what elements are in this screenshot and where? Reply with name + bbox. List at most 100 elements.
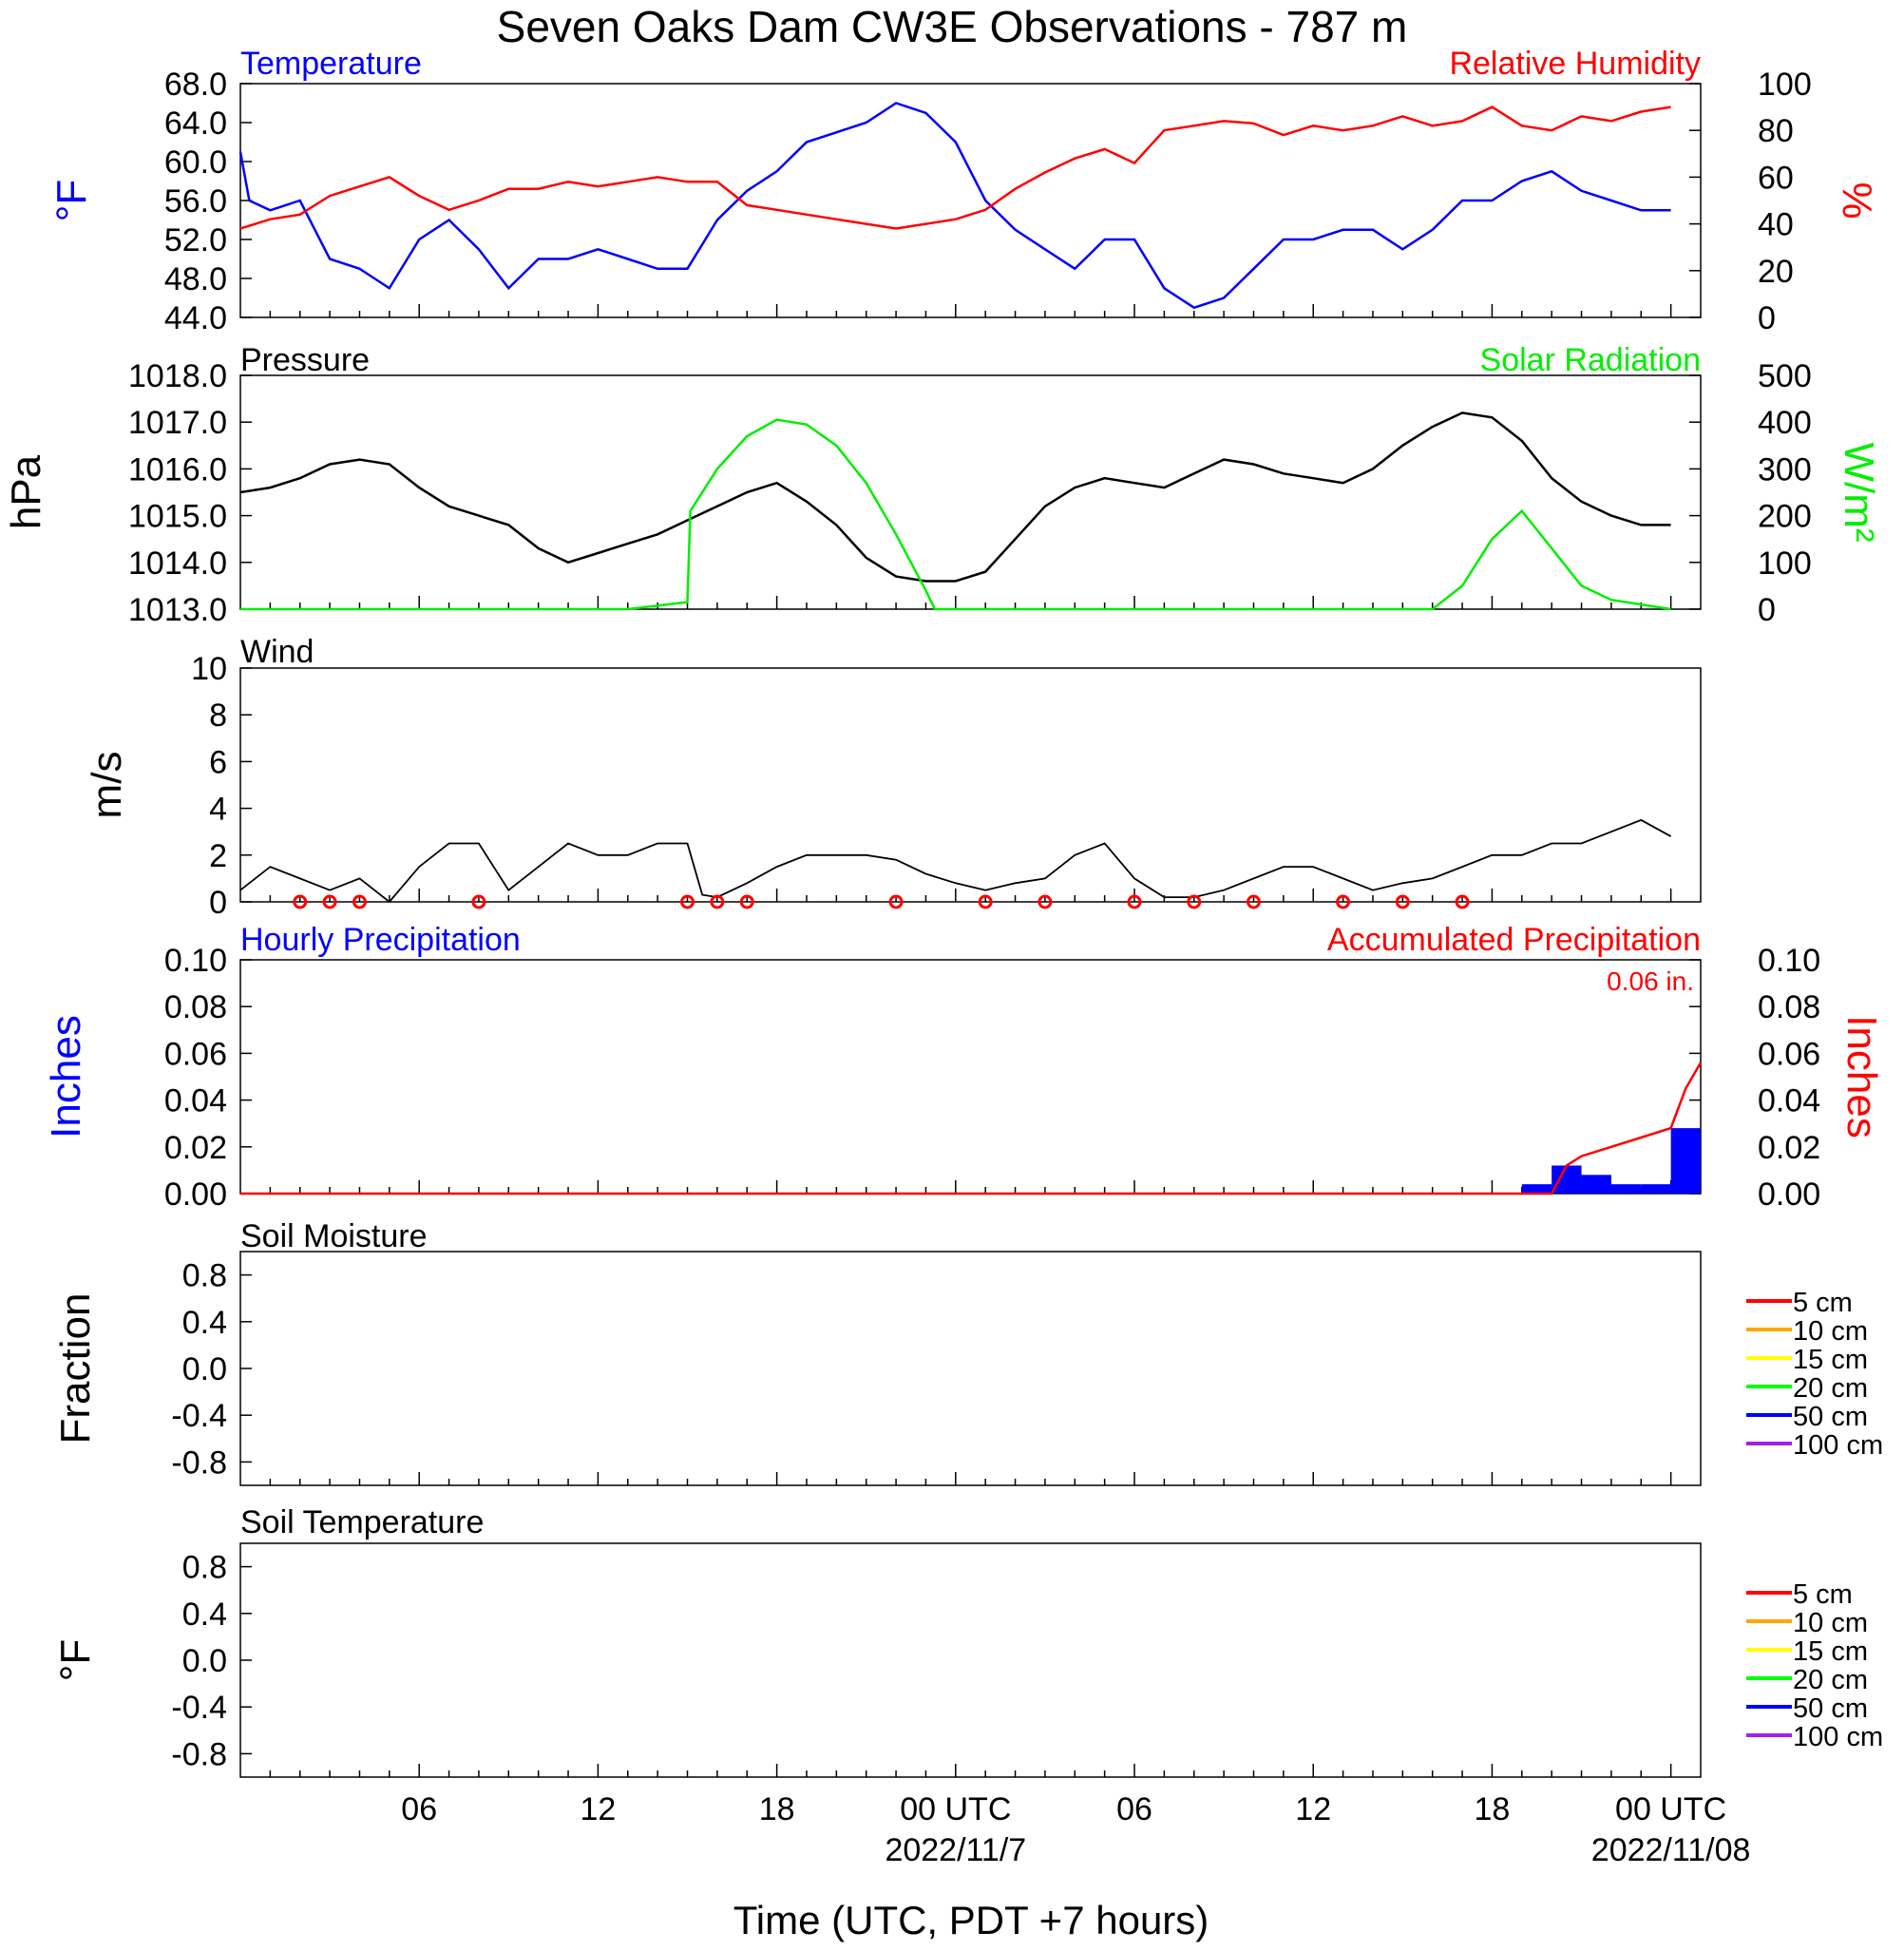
precip-bar: [1670, 1128, 1701, 1194]
y-tick-label: 0.0: [182, 1643, 227, 1679]
temperature-line: [238, 102, 1671, 310]
precip-bar: [1552, 1165, 1582, 1194]
pressure-title: Pressure: [240, 342, 370, 378]
y-tick-label: 1017.0: [128, 405, 227, 441]
x-tick-label: 00 UTC: [900, 1791, 1011, 1827]
y-tick-label: 80: [1758, 113, 1794, 149]
y-tick-label: 0.04: [1758, 1083, 1820, 1119]
y-tick-label: 0: [1758, 592, 1776, 628]
y-tick-label: 10: [191, 651, 227, 687]
y-tick-label: 0.4: [182, 1597, 227, 1633]
y-tick-label: 1018.0: [128, 358, 227, 394]
precip-bar: [1521, 1184, 1552, 1194]
y-tick-label: 0.08: [1758, 989, 1820, 1025]
calm-circle: [1127, 894, 1142, 909]
x-tick-label: 00 UTC: [1615, 1791, 1726, 1827]
precip-left-ylabel: Inches: [43, 1015, 89, 1138]
legend-label: 100 cm: [1793, 1722, 1883, 1752]
wind-panel: [239, 667, 1702, 903]
x-tick-label: 18: [759, 1791, 795, 1827]
pressure-line: [239, 411, 1671, 583]
wind-title: Wind: [240, 634, 314, 670]
y-tick-label: 60.0: [164, 144, 227, 181]
solar-line: [240, 418, 1671, 611]
y-tick-label: 0.00: [1758, 1176, 1820, 1213]
y-tick-label: 0.02: [1758, 1130, 1820, 1166]
y-tick-label: 200: [1758, 499, 1812, 535]
y-tick-label: 1014.0: [128, 545, 227, 582]
y-tick-label: -0.4: [171, 1398, 227, 1434]
legend-label: 20 cm: [1793, 1373, 1868, 1404]
legend-label: 10 cm: [1793, 1608, 1868, 1638]
y-tick-label: 2: [209, 838, 227, 874]
temperature-title: Temperature: [240, 46, 422, 82]
humidity-line: [239, 105, 1671, 230]
calm-circle: [1187, 894, 1202, 909]
pressure-solar-panel: [239, 374, 1702, 610]
y-tick-label: 0.02: [164, 1130, 227, 1166]
soil-temperature-panel: [239, 1542, 1702, 1778]
x-axis-label: Time (UTC, PDT +7 hours): [733, 1898, 1209, 1942]
data-series: [238, 102, 1703, 1195]
y-tick-label: 4: [209, 792, 227, 828]
y-tick-label: 56.0: [164, 183, 227, 220]
y-tick-label: 1013.0: [128, 592, 227, 628]
y-tick-label: 0.0: [182, 1351, 227, 1387]
y-tick-label: -0.8: [171, 1736, 227, 1772]
hourly-precip-title: Hourly Precipitation: [240, 922, 521, 958]
y-tick-label: 0.8: [182, 1258, 227, 1294]
y-tick-label: 52.0: [164, 222, 227, 258]
y-tick-label: 100: [1758, 67, 1812, 103]
y-tick-label: 0.08: [164, 989, 227, 1025]
legend-label: 5 cm: [1793, 1288, 1853, 1318]
soil-temperature-title: Soil Temperature: [240, 1504, 484, 1540]
soil-temperature-ylabel: °F: [52, 1639, 99, 1681]
y-tick-label: 0: [1758, 300, 1776, 336]
soil-moisture-ylabel: Fraction: [52, 1293, 99, 1444]
legend-label: 5 cm: [1793, 1579, 1853, 1610]
legend-label: 10 cm: [1793, 1316, 1868, 1347]
y-tick-label: 44.0: [164, 300, 227, 336]
y-tick-label: 0.06: [164, 1036, 227, 1072]
x-tick-label: 12: [1295, 1791, 1331, 1827]
axis-ticks: 44.048.052.056.060.064.068.0020406080100…: [128, 67, 1820, 1868]
calm-circle: [710, 894, 725, 909]
x-tick-label: 18: [1475, 1791, 1511, 1827]
precip-right-ylabel: Inches: [1838, 1015, 1885, 1138]
precip-bar: [1641, 1184, 1671, 1194]
calm-circle: [352, 894, 367, 909]
legend-label: 20 cm: [1793, 1665, 1868, 1695]
legend-label: 50 cm: [1793, 1402, 1868, 1432]
y-tick-label: 8: [209, 698, 227, 734]
calm-circle: [739, 894, 754, 909]
calm-circle: [293, 894, 308, 909]
accum-precip-title: Accumulated Precipitation: [1327, 922, 1701, 958]
soil-moisture-panel: [239, 1251, 1702, 1486]
y-tick-label: 300: [1758, 451, 1812, 488]
legend-label: 50 cm: [1793, 1693, 1868, 1724]
pressure-ylabel: hPa: [3, 454, 49, 529]
x-date-label: 2022/11/7: [885, 1832, 1026, 1868]
y-tick-label: 0.10: [164, 943, 227, 979]
x-tick-label: 06: [1116, 1791, 1152, 1827]
y-tick-label: 100: [1758, 545, 1812, 582]
x-tick-label: 12: [580, 1791, 616, 1827]
y-tick-label: 0.10: [1758, 943, 1820, 979]
solar-ylabel: W/m²: [1836, 442, 1882, 542]
y-tick-label: 68.0: [164, 67, 227, 103]
y-tick-label: 0.00: [164, 1176, 227, 1213]
accum-precip-line: [1521, 1062, 1703, 1195]
legend-label: 15 cm: [1793, 1636, 1868, 1667]
y-tick-label: 60: [1758, 160, 1794, 196]
calm-circle: [1395, 894, 1410, 909]
y-tick-label: 400: [1758, 405, 1812, 441]
y-tick-label: 0.04: [164, 1083, 227, 1119]
calm-circle: [680, 894, 695, 909]
y-tick-label: 1015.0: [128, 499, 227, 535]
calm-circle: [1038, 894, 1053, 909]
precip-bar: [1581, 1175, 1611, 1194]
legend-label: 100 cm: [1793, 1430, 1883, 1461]
chart-title: Seven Oaks Dam CW3E Observations - 787 m: [497, 2, 1408, 51]
